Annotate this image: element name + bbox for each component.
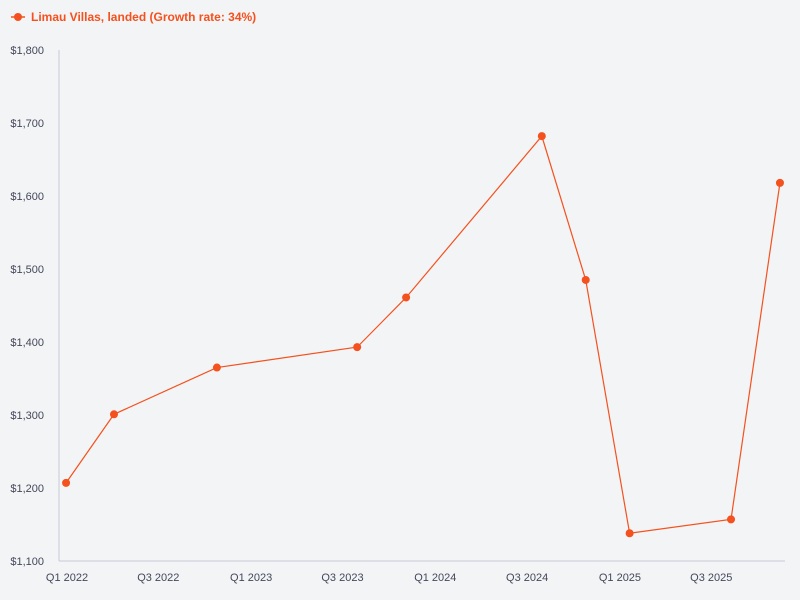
axes — [58, 50, 785, 562]
data-point[interactable] — [109, 410, 118, 419]
data-point[interactable] — [353, 343, 362, 352]
legend-marker-icon — [14, 13, 22, 21]
y-tick-label: $1,300 — [10, 410, 44, 422]
y-tick-label: $1,100 — [10, 556, 44, 568]
y-tick-label: $1,500 — [10, 264, 44, 276]
legend-label: Limau Villas, landed (Growth rate: 34%) — [31, 10, 256, 24]
x-tick-label: Q1 2023 — [230, 572, 272, 584]
x-tick-label: Q3 2025 — [690, 572, 732, 584]
data-point[interactable] — [581, 275, 590, 284]
y-tick-label: $1,800 — [10, 45, 44, 57]
x-tick-label: Q1 2024 — [414, 572, 456, 584]
data-point[interactable] — [625, 529, 634, 538]
data-point[interactable] — [62, 478, 71, 487]
x-tick-label: Q3 2023 — [321, 572, 363, 584]
y-tick-label: $1,700 — [10, 118, 44, 130]
y-tick-label: $1,400 — [10, 337, 44, 349]
legend[interactable]: Limau Villas, landed (Growth rate: 34%) — [11, 10, 256, 24]
y-tick-label: $1,600 — [10, 191, 44, 203]
x-tick-label: Q1 2022 — [46, 572, 88, 584]
y-tick-label: $1,200 — [10, 483, 44, 495]
data-point[interactable] — [402, 293, 411, 302]
data-point[interactable] — [727, 515, 736, 524]
data-point[interactable] — [212, 363, 221, 372]
data-point[interactable] — [537, 132, 546, 141]
data-point[interactable] — [775, 178, 784, 187]
y-axis-ticks: $1,100 $1,200 $1,300 $1,400 $1,500 $1,600 $1,7… — [10, 45, 44, 568]
x-tick-label: Q3 2022 — [137, 572, 179, 584]
x-tick-label: Q3 2024 — [506, 572, 548, 584]
series-layer — [62, 132, 784, 538]
x-axis-ticks: Q1 2022 Q3 2022 Q1 2023 Q3 2023 Q1 2024 Q3 20… — [46, 572, 732, 584]
series-line — [65, 134, 781, 534]
x-tick-label: Q1 2025 — [599, 572, 641, 584]
